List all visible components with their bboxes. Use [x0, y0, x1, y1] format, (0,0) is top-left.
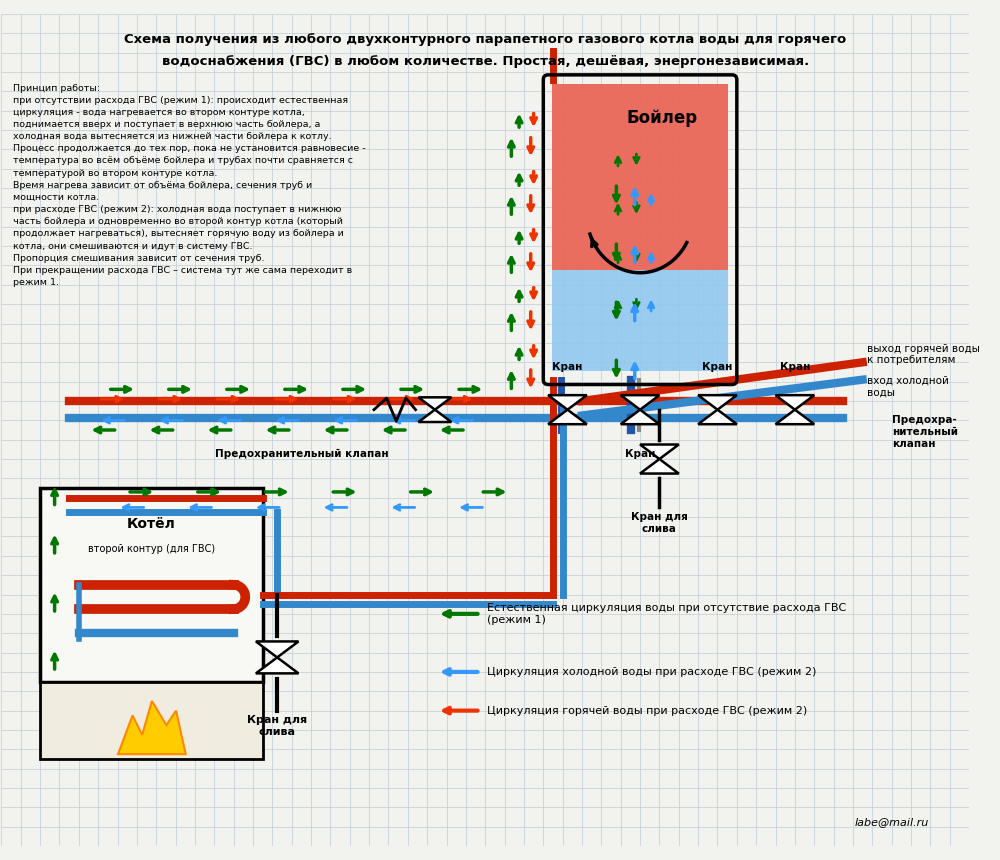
Text: Кран для
слива: Кран для слива [247, 716, 307, 737]
Text: Циркуляция горячей воды при расходе ГВС (режим 2): Циркуляция горячей воды при расходе ГВС … [487, 706, 807, 716]
Text: Кран: Кран [780, 362, 810, 372]
Text: labe@mail.ru: labe@mail.ru [855, 817, 929, 826]
Polygon shape [698, 395, 737, 409]
Polygon shape [640, 445, 679, 459]
Text: выход горячей воды
к потребителям: выход горячей воды к потребителям [867, 344, 980, 366]
Text: водоснабжения (ГВС) в любом количестве. Простая, дешёвая, энергонезависимая.: водоснабжения (ГВС) в любом количестве. … [162, 54, 809, 68]
Bar [552, 269, 728, 371]
Polygon shape [776, 395, 814, 409]
Text: Кран: Кран [702, 362, 733, 372]
Text: Схема получения из любого двухконтурного парапетного газового котла воды для гор: Схема получения из любого двухконтурного… [124, 34, 846, 46]
Polygon shape [621, 409, 659, 424]
Polygon shape [418, 409, 451, 422]
Text: Циркуляция холодной воды при расходе ГВС (режим 2): Циркуляция холодной воды при расходе ГВС… [487, 666, 817, 677]
Bar [552, 83, 728, 269]
Text: Кран: Кран [552, 362, 583, 372]
Text: вход холодной
воды: вход холодной воды [867, 376, 949, 397]
Text: Кран для
слива: Кран для слива [631, 513, 688, 534]
Polygon shape [621, 395, 659, 409]
Polygon shape [118, 701, 186, 754]
Bar [40, 488, 263, 682]
Bar [40, 682, 263, 759]
Text: Предохра-
нительный
клапан: Предохра- нительный клапан [892, 415, 958, 449]
Polygon shape [640, 459, 679, 474]
Polygon shape [776, 409, 814, 424]
Polygon shape [698, 409, 737, 424]
Polygon shape [418, 397, 451, 409]
Text: Предохранительный клапан: Предохранительный клапан [215, 450, 388, 459]
Text: Бойлер: Бойлер [627, 108, 698, 126]
Polygon shape [548, 395, 587, 409]
Text: Кран: Кран [625, 450, 655, 459]
Polygon shape [256, 657, 298, 673]
Text: Котёл: Котёл [127, 517, 176, 531]
Text: Естественная циркуляция воды при отсутствие расхода ГВС
(режим 1): Естественная циркуляция воды при отсутст… [487, 603, 846, 624]
Text: Принцип работы:
при отсутствии расхода ГВС (режим 1): происходит естественная
ци: Принцип работы: при отсутствии расхода Г… [13, 83, 366, 287]
Polygon shape [256, 642, 298, 657]
Text: второй контур (для ГВС): второй контур (для ГВС) [88, 544, 215, 554]
Polygon shape [548, 409, 587, 424]
